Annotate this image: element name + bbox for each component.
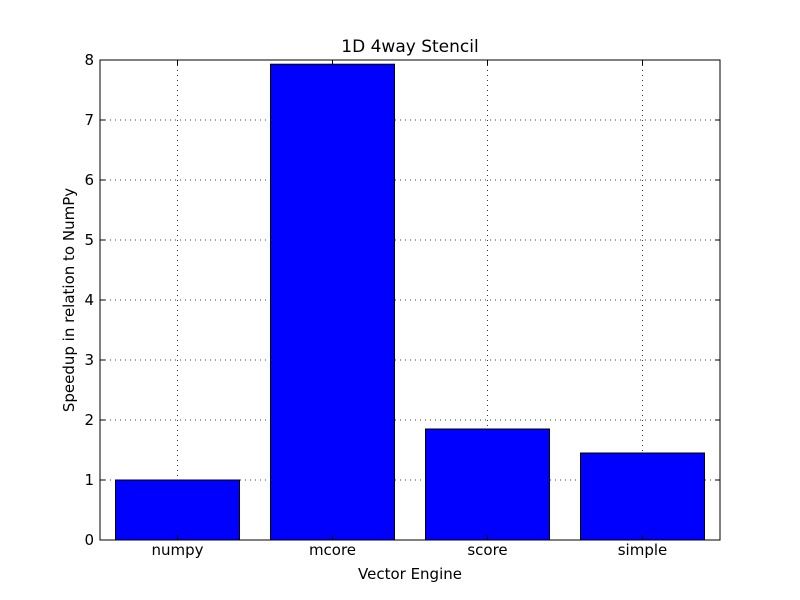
x-tick-label: simple bbox=[618, 541, 668, 559]
bar-mcore bbox=[270, 63, 395, 541]
y-tick-label: 7 bbox=[84, 111, 94, 129]
bar-simple bbox=[580, 452, 705, 541]
axis-ticks: 0 1 2 3 4 5 6 7 8 numpy mcore score simple bbox=[84, 51, 720, 559]
x-tick-label: numpy bbox=[151, 541, 203, 559]
bars bbox=[115, 63, 705, 541]
y-tick-label: 3 bbox=[84, 351, 94, 369]
y-axis-label: Speedup in relation to NumPy bbox=[60, 188, 78, 412]
y-tick-label: 0 bbox=[84, 531, 94, 549]
y-tick-label: 4 bbox=[84, 291, 94, 309]
x-tick-label: mcore bbox=[309, 541, 356, 559]
bar-score bbox=[425, 428, 550, 541]
y-tick-label: 6 bbox=[84, 171, 94, 189]
y-tick-label: 1 bbox=[84, 471, 94, 489]
y-tick-label: 8 bbox=[84, 51, 94, 69]
x-tick-label: score bbox=[467, 541, 507, 559]
y-tick-label: 2 bbox=[84, 411, 94, 429]
bar-numpy bbox=[115, 479, 240, 541]
chart-title: 1D 4way Stencil bbox=[341, 37, 478, 57]
x-axis-label: Vector Engine bbox=[358, 565, 462, 583]
y-tick-label: 5 bbox=[84, 231, 94, 249]
